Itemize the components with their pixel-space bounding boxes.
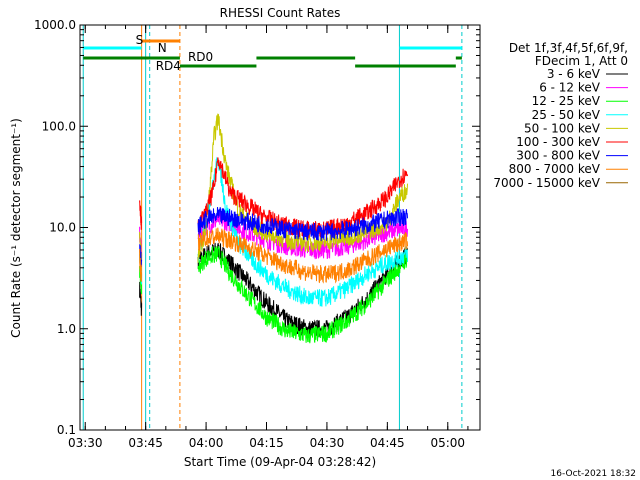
legend-label: 25 - 50 keV: [532, 108, 601, 122]
x-tick-label: 05:00: [430, 436, 465, 450]
legend: Det 1f,3f,4f,5f,6f,9f,FDecim 1, Att 03 -…: [493, 41, 628, 190]
series-line: [197, 245, 408, 344]
y-tick-label: 1.0: [57, 322, 76, 336]
y-tick-label: 0.1: [57, 423, 76, 437]
legend-label: 6 - 12 keV: [539, 81, 601, 95]
attenuator-label-n: N: [158, 41, 167, 55]
legend-header: Det 1f,3f,4f,5f,6f,9f,: [509, 41, 628, 55]
axes: 0.1 1.0 10.0 100.0 1000.0 03:30 03:45 04:00 04:1…: [34, 18, 481, 450]
legend-label: 12 - 25 keV: [532, 94, 601, 108]
x-tick-label: 04:15: [249, 436, 284, 450]
series-line: [197, 227, 408, 284]
legend-label: 7000 - 15000 keV: [493, 176, 600, 190]
series-line: [197, 157, 408, 238]
legend-label: 3 - 6 keV: [547, 67, 601, 81]
legend-label: 300 - 800 keV: [516, 149, 600, 163]
y-tick-label: 1000.0: [34, 18, 76, 32]
legend-label: 800 - 7000 keV: [509, 162, 601, 176]
chart-title: RHESSI Count Rates: [220, 6, 341, 20]
x-tick-label: 03:30: [68, 436, 103, 450]
series-line: [197, 156, 408, 307]
x-tick-label: 04:45: [370, 436, 405, 450]
y-tick-label: 100.0: [42, 119, 76, 133]
legend-header: FDecim 1, Att 0: [535, 54, 628, 68]
series-line: [139, 248, 142, 282]
x-tick-label: 04:00: [189, 436, 224, 450]
series-line: [139, 200, 143, 230]
series-line: [139, 281, 143, 316]
x-tick-label: 03:45: [128, 436, 163, 450]
decimation-label-rd4: RD4: [156, 59, 181, 73]
legend-label: 50 - 100 keV: [524, 121, 601, 135]
plot-area: SN RD4 RD0: [82, 25, 463, 430]
series-line: [197, 207, 408, 242]
attenuator-label-s: S: [136, 33, 144, 47]
legend-label: 100 - 300 keV: [516, 135, 600, 149]
footer-date: 16-Oct-2021 18:32: [551, 469, 636, 479]
decimation-label-rd0: RD0: [188, 50, 213, 64]
y-axis-label: Count Rate (s⁻¹ detector segment⁻¹): [9, 118, 23, 338]
x-tick-label: 04:30: [310, 436, 345, 450]
y-tick-label: 10.0: [49, 221, 76, 235]
x-axis-label: Start Time (09-Apr-04 03:28:42): [184, 455, 376, 469]
